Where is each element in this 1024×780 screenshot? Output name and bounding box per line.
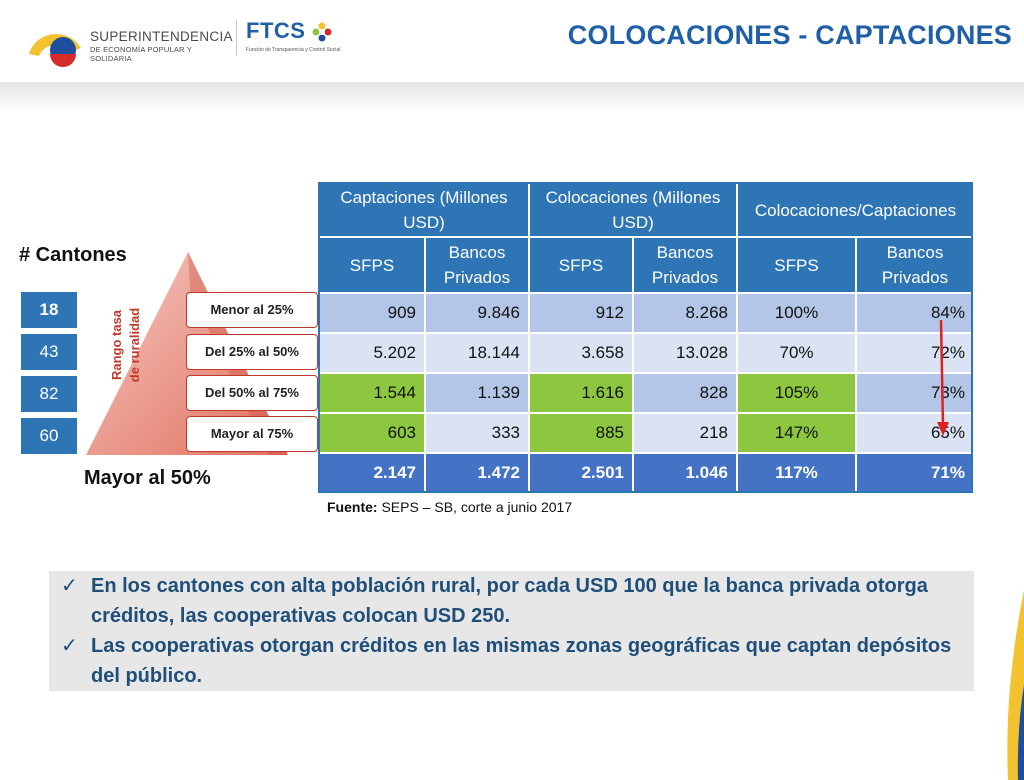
total-cell: 1.472 — [424, 452, 530, 494]
logo-divider — [236, 20, 237, 56]
total-cell: 1.046 — [632, 452, 738, 494]
group-header-captaciones: Captaciones (Millones USD) — [318, 182, 530, 238]
rango-label: Rango tasa de ruralidad — [108, 290, 144, 400]
seps-logo: SUPERINTENDENCIA DE ECONOMÍA POPULAR Y S… — [25, 18, 235, 68]
sub-header: Bancos Privados — [632, 236, 738, 294]
check-icon: ✓ — [61, 635, 78, 657]
table-cell: 72% — [855, 332, 975, 374]
table-cell: 333 — [424, 412, 530, 454]
table-cell-highlight: 1.544 — [318, 372, 426, 414]
sub-header: SFPS — [528, 236, 634, 294]
cantones-footer: Mayor al 50% — [84, 467, 211, 489]
total-cell: 117% — [736, 452, 857, 494]
table-row: 909 9.846 912 8.268 100% 84% — [318, 292, 975, 334]
table-cell-highlight: 147% — [736, 412, 857, 454]
ftcs-logo: FTCS Función de Transparencia y Control … — [246, 18, 346, 58]
seps-logo-icon — [29, 34, 81, 67]
table-cell: 3.658 — [528, 332, 634, 374]
rango-item: Menor al 25% — [186, 292, 318, 328]
table-cell: 9.846 — [424, 292, 530, 334]
rango-label-line2: de ruralidad — [127, 307, 142, 383]
cantones-value: 82 — [21, 376, 77, 412]
table-cell-highlight: 603 — [318, 412, 426, 454]
total-cell: 71% — [855, 452, 975, 494]
sub-header: Bancos Privados — [855, 236, 975, 294]
table-row: 603 333 885 218 147% 65% — [318, 412, 975, 454]
note-item: Las cooperativas otorgan créditos en las… — [91, 635, 952, 687]
page-title: COLOCACIONES - CAPTACIONES — [567, 20, 1012, 50]
rango-item: Del 25% al 50% — [186, 334, 318, 370]
rango-label-line1: Rango tasa — [109, 309, 124, 381]
total-cell: 2.147 — [318, 452, 426, 494]
table-group-header-row: Captaciones (Millones USD) Colocaciones … — [318, 182, 975, 238]
sub-header: Bancos Privados — [424, 236, 530, 294]
table-cell: 100% — [736, 292, 857, 334]
table-cell: 70% — [736, 332, 857, 374]
note-item: En los cantones con alta población rural… — [91, 575, 928, 627]
table-cell: 218 — [632, 412, 738, 454]
cantones-value: 60 — [21, 418, 77, 454]
source-label: Fuente: — [327, 499, 378, 515]
sub-header: SFPS — [736, 236, 857, 294]
total-cell: 2.501 — [528, 452, 634, 494]
table-row: 5.202 18.144 3.658 13.028 70% 72% — [318, 332, 975, 374]
ftcs-flower-icon — [312, 22, 332, 42]
table-sub-header-row: SFPS Bancos Privados SFPS Bancos Privado… — [318, 236, 975, 294]
cantones-title: # Cantones — [19, 244, 127, 266]
source-note: Fuente: SEPS – SB, corte a junio 2017 — [327, 499, 572, 515]
table-cell-highlight: 1.616 — [528, 372, 634, 414]
header: SUPERINTENDENCIA DE ECONOMÍA POPULAR Y S… — [0, 0, 1024, 82]
source-text: SEPS – SB, corte a junio 2017 — [377, 499, 573, 515]
table-cell-highlight: 885 — [528, 412, 634, 454]
group-header-ratio: Colocaciones/Captaciones — [736, 182, 975, 238]
group-header-colocaciones: Colocaciones (Millones USD) — [528, 182, 738, 238]
table-cell: 828 — [632, 372, 738, 414]
check-icon: ✓ — [61, 575, 78, 597]
table-cell: 84% — [855, 292, 975, 334]
table-cell: 912 — [528, 292, 634, 334]
notes-box: ✓ En los cantones con alta población rur… — [49, 571, 974, 691]
header-shadow — [0, 82, 1024, 112]
sub-header: SFPS — [318, 236, 426, 294]
cantones-value: 43 — [21, 334, 77, 370]
table-cell: 18.144 — [424, 332, 530, 374]
table-cell-highlight: 105% — [736, 372, 857, 414]
seps-logo-line1: SUPERINTENDENCIA — [90, 29, 233, 44]
table-cell: 73% — [855, 372, 975, 414]
down-arrow-icon — [937, 319, 949, 436]
data-table: Captaciones (Millones USD) Colocaciones … — [318, 182, 975, 494]
table-cell: 909 — [318, 292, 426, 334]
table-total-row: 2.147 1.472 2.501 1.046 117% 71% — [318, 452, 975, 494]
table-cell: 65% — [855, 412, 975, 454]
table-cell: 8.268 — [632, 292, 738, 334]
rango-item: Del 50% al 75% — [186, 375, 318, 411]
ftcs-logo-name: FTCS — [246, 18, 306, 43]
cantones-value: 18 — [21, 292, 77, 328]
rango-item: Mayor al 75% — [186, 416, 318, 452]
ftcs-logo-subtitle: Función de Transparencia y Control Socia… — [246, 47, 341, 53]
table-cell: 13.028 — [632, 332, 738, 374]
flag-ribbon — [1007, 590, 1024, 780]
table-cell: 5.202 — [318, 332, 426, 374]
table-row: 1.544 1.139 1.616 828 105% 73% — [318, 372, 975, 414]
table-cell: 1.139 — [424, 372, 530, 414]
seps-logo-line2: DE ECONOMÍA POPULAR Y SOLIDARIA — [90, 45, 192, 63]
